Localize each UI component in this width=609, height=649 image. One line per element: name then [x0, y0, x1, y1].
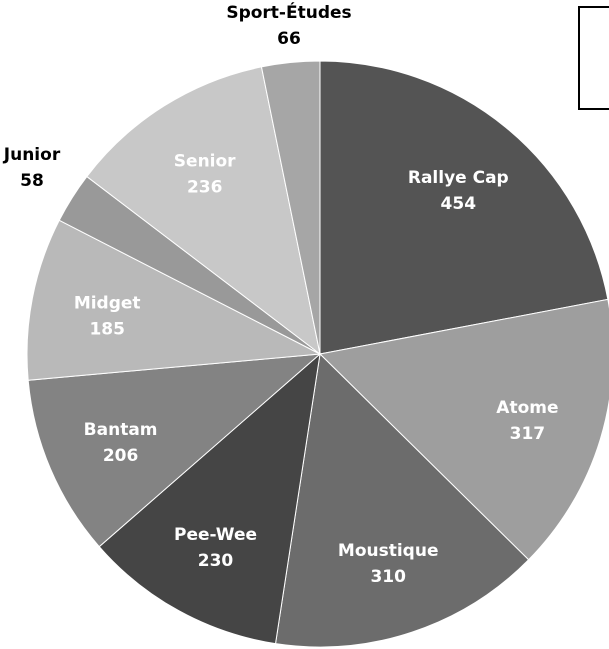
pie-slice-atome [318, 298, 609, 561]
slice-value-moustique: 310 [370, 567, 406, 587]
slice-label-sport-etudes: Sport-Études 66 [226, 1, 351, 49]
slice-value-bantam: 206 [103, 446, 139, 466]
pie-labels: Rallye Cap 454 Atome 317 Moustique 310 Pee-Wee… [3, 1, 559, 587]
pie-slice-bantam [27, 353, 322, 548]
pie-slice-moustique [274, 352, 530, 648]
slice-name-midget: Midget [74, 294, 141, 314]
slice-value-pee-wee: 230 [198, 551, 234, 571]
slice-value-midget: 185 [89, 320, 125, 340]
pie-slice-pee-wee [98, 352, 321, 645]
pie-slice-senior [86, 66, 321, 356]
slice-value-rallye-cap: 454 [441, 194, 477, 214]
slice-name-sport-etudes: Sport-Études [226, 1, 351, 23]
slice-name-senior: Senior [174, 151, 236, 171]
slice-label-rallye-cap: Rallye Cap 454 [408, 168, 509, 214]
slice-name-atome: Atome [496, 398, 558, 418]
slice-label-junior: Junior 58 [3, 145, 61, 191]
slice-label-midget: Midget 185 [74, 294, 141, 340]
slice-name-junior: Junior [3, 145, 61, 165]
slice-label-senior: Senior 236 [174, 151, 236, 197]
slice-value-senior: 236 [187, 177, 223, 197]
pie-slice-rallye-cap [319, 60, 609, 355]
slice-name-moustique: Moustique [338, 541, 439, 561]
pie-slice-midget [26, 219, 322, 381]
slice-value-sport-etudes: 66 [277, 29, 301, 49]
slice-label-pee-wee: Pee-Wee 230 [174, 525, 257, 571]
slice-name-bantam: Bantam [84, 420, 158, 440]
slice-name-rallye-cap: Rallye Cap [408, 168, 509, 188]
slice-value-junior: 58 [20, 171, 44, 191]
slice-value-atome: 317 [510, 424, 546, 444]
slice-name-pee-wee: Pee-Wee [174, 525, 257, 545]
slice-label-moustique: Moustique 310 [338, 541, 439, 587]
pie-slices [26, 60, 609, 648]
slice-label-bantam: Bantam 206 [84, 420, 158, 466]
pie-slice-sport-etudes [260, 60, 321, 355]
slice-label-atome: Atome 317 [496, 398, 558, 444]
legend-box [578, 6, 609, 110]
